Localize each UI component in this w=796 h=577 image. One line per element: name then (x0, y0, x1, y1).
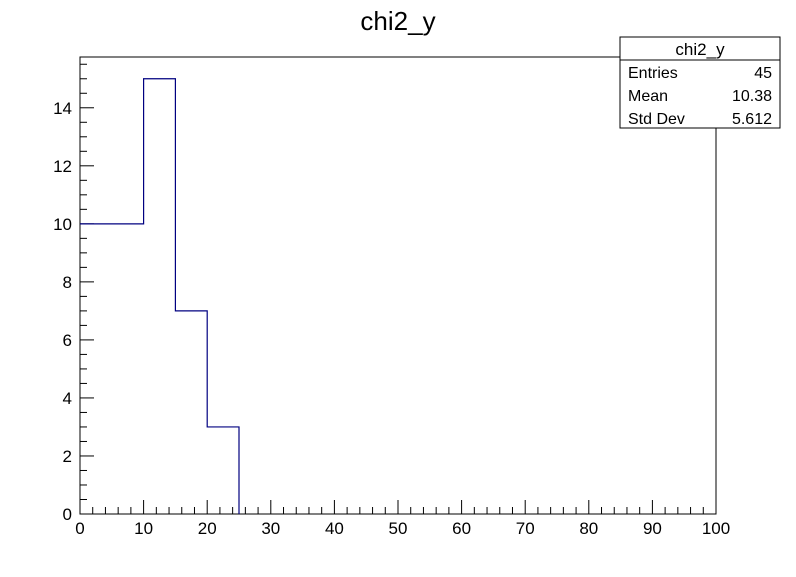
stats-box-title: chi2_y (675, 40, 725, 59)
stats-entries-label: Entries (628, 65, 678, 82)
y-tick-label: 6 (63, 331, 72, 350)
histogram-bins (80, 79, 239, 514)
x-tick-label: 80 (579, 519, 598, 538)
chart-title: chi2_y (360, 6, 435, 36)
stats-box: chi2_y Entries 45 Mean 10.38 Std Dev 5.6… (619, 36, 781, 129)
x-tick-label: 60 (452, 519, 471, 538)
x-tick-label: 100 (702, 519, 730, 538)
y-tick-label: 0 (63, 505, 72, 524)
y-axis: 0 2 4 6 8 10 12 14 (53, 63, 94, 524)
y-tick-label: 10 (53, 215, 72, 234)
histogram-bin (144, 79, 176, 514)
x-tick-label: 10 (134, 519, 153, 538)
stats-mean-value: 10.38 (732, 88, 772, 105)
y-tick-label: 12 (53, 157, 72, 176)
y-tick-label: 4 (63, 389, 72, 408)
x-tick-label: 0 (75, 519, 84, 538)
histogram-outline (80, 78, 240, 514)
y-tick-label: 8 (63, 273, 72, 292)
x-tick-label: 40 (325, 519, 344, 538)
stats-mean-label: Mean (628, 88, 668, 105)
y-tick-label: 2 (63, 447, 72, 466)
x-tick-label: 20 (198, 519, 217, 538)
stats-stddev-label: Std Dev (628, 111, 685, 128)
y-tick-label: 14 (53, 99, 72, 118)
histogram-bin (80, 224, 112, 514)
x-tick-label: 90 (643, 519, 662, 538)
histogram-bin (112, 224, 144, 514)
stats-entries-value: 45 (754, 65, 772, 82)
x-tick-label: 70 (516, 519, 535, 538)
histogram-bin (207, 427, 239, 514)
histogram-bin (175, 311, 207, 514)
stats-stddev-value: 5.612 (732, 111, 772, 128)
stats-box-frame (619, 36, 781, 129)
x-axis: 0 10 20 30 40 50 60 70 80 90 100 (75, 500, 730, 538)
x-tick-label: 50 (389, 519, 408, 538)
x-tick-label: 30 (261, 519, 280, 538)
